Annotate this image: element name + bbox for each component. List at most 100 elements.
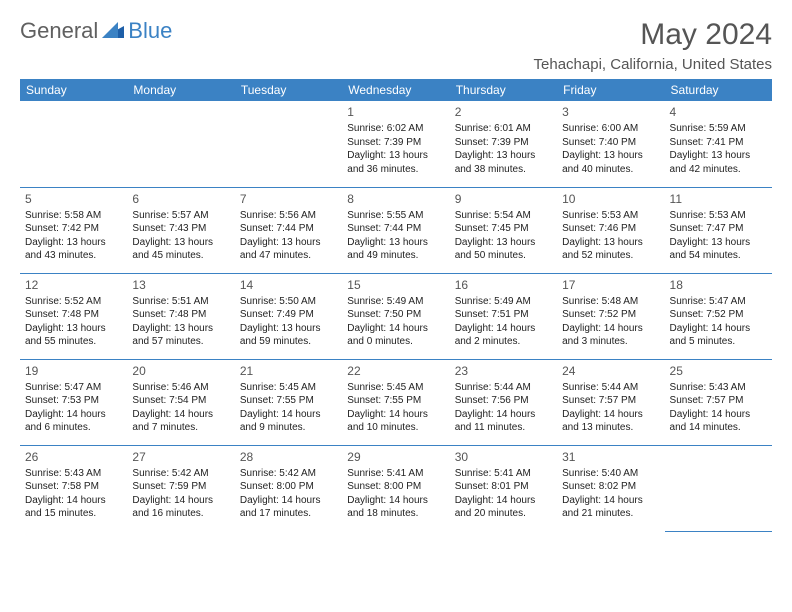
calendar-cell: 2Sunrise: 6:01 AMSunset: 7:39 PMDaylight… [450,101,557,187]
sunrise-text: Sunrise: 6:00 AM [562,122,659,136]
calendar-cell [127,101,234,187]
daylight-text: Daylight: 14 hours and 16 minutes. [132,494,229,521]
day-number: 20 [132,363,229,379]
dayname-thursday: Thursday [450,79,557,101]
daylight-text: Daylight: 14 hours and 2 minutes. [455,322,552,349]
sunrise-text: Sunrise: 5:49 AM [455,295,552,309]
day-number: 31 [562,449,659,465]
sunset-text: Sunset: 7:49 PM [240,308,337,322]
calendar-cell: 21 Sunrise: 5:45 AMSunset: 7:55 PMDayligh… [235,359,342,445]
day-number: 7 [240,191,337,207]
calendar-cell: 27Sunrise: 5:42 AMSunset: 7:59 PMDayligh… [127,445,234,531]
day-number: 16 [455,277,552,293]
sunset-text: Sunset: 7:48 PM [25,308,122,322]
day-number: 23 [455,363,552,379]
sunset-text: Sunset: 8:01 PM [455,480,552,494]
calendar-cell: 9Sunrise: 5:54 AMSunset: 7:45 PMDaylight… [450,187,557,273]
day-number: 12 [25,277,122,293]
sunrise-text: Sunrise: 5:47 AM [25,381,122,395]
calendar-cell: 31 Sunrise: 5:40 AMSunset: 8:02 PMDayligh… [557,445,664,531]
daylight-text: Daylight: 13 hours and 42 minutes. [670,149,767,176]
day-number: 8 [347,191,444,207]
sunset-text: Sunset: 7:46 PM [562,222,659,236]
dayname-saturday: Saturday [665,79,772,101]
daylight-text: Daylight: 14 hours and 0 minutes. [347,322,444,349]
calendar-week: 19Sunrise: 5:47 AMSunset: 7:53 PMDayligh… [20,359,772,445]
calendar-cell: 17Sunrise: 5:48 AMSunset: 7:52 PMDayligh… [557,273,664,359]
calendar-cell: 13Sunrise: 5:51 AMSunset: 7:48 PMDayligh… [127,273,234,359]
daylight-text: Daylight: 14 hours and 18 minutes. [347,494,444,521]
sunrise-text: Sunrise: 5:53 AM [670,209,767,223]
daylight-text: Daylight: 14 hours and 10 minutes. [347,408,444,435]
sunset-text: Sunset: 7:55 PM [240,394,337,408]
sunset-text: Sunset: 7:57 PM [562,394,659,408]
calendar-cell: 11Sunrise: 5:53 AMSunset: 7:47 PMDayligh… [665,187,772,273]
day-number: 13 [132,277,229,293]
sunrise-text: Sunrise: 5:45 AM [240,381,337,395]
sunrise-text: Sunrise: 5:54 AM [455,209,552,223]
day-number: 24 [562,363,659,379]
sunrise-text: Sunrise: 5:56 AM [240,209,337,223]
sunrise-text: Sunrise: 5:40 AM [562,467,659,481]
daylight-text: Daylight: 13 hours and 54 minutes. [670,236,767,263]
daylight-text: Daylight: 14 hours and 15 minutes. [25,494,122,521]
sunrise-text: Sunrise: 5:53 AM [562,209,659,223]
location: Tehachapi, California, United States [534,56,772,73]
daylight-text: Daylight: 14 hours and 20 minutes. [455,494,552,521]
sunrise-text: Sunrise: 5:42 AM [240,467,337,481]
day-number: 21 [240,363,337,379]
calendar-cell: 8Sunrise: 5:55 AMSunset: 7:44 PMDaylight… [342,187,449,273]
sunset-text: Sunset: 7:57 PM [670,394,767,408]
calendar-cell: 4Sunrise: 5:59 AMSunset: 7:41 PMDaylight… [665,101,772,187]
sunset-text: Sunset: 7:52 PM [670,308,767,322]
sunrise-text: Sunrise: 5:45 AM [347,381,444,395]
calendar-week: 12Sunrise: 5:52 AMSunset: 7:48 PMDayligh… [20,273,772,359]
day-number: 2 [455,104,552,120]
logo-text-blue: Blue [128,18,172,44]
calendar-cell [665,445,772,531]
daylight-text: Daylight: 13 hours and 38 minutes. [455,149,552,176]
day-number: 28 [240,449,337,465]
sunset-text: Sunset: 8:00 PM [240,480,337,494]
calendar-cell: 26Sunrise: 5:43 AMSunset: 7:58 PMDayligh… [20,445,127,531]
logo-triangle-icon [102,18,124,44]
day-number: 11 [670,191,767,207]
day-number: 22 [347,363,444,379]
calendar-cell: 5Sunrise: 5:58 AMSunset: 7:42 PMDaylight… [20,187,127,273]
sunrise-text: Sunrise: 5:44 AM [562,381,659,395]
dayname-wednesday: Wednesday [342,79,449,101]
sunset-text: Sunset: 7:52 PM [562,308,659,322]
daylight-text: Daylight: 14 hours and 21 minutes. [562,494,659,521]
daylight-text: Daylight: 14 hours and 7 minutes. [132,408,229,435]
calendar-body: 1Sunrise: 6:02 AMSunset: 7:39 PMDaylight… [20,101,772,531]
day-number: 6 [132,191,229,207]
calendar-cell: 28Sunrise: 5:42 AMSunset: 8:00 PMDayligh… [235,445,342,531]
calendar-cell: 20 Sunrise: 5:46 AMSunset: 7:54 PMDayligh… [127,359,234,445]
calendar-cell: 16Sunrise: 5:49 AMSunset: 7:51 PMDayligh… [450,273,557,359]
sunset-text: Sunset: 7:48 PM [132,308,229,322]
daylight-text: Daylight: 13 hours and 43 minutes. [25,236,122,263]
sunrise-text: Sunrise: 5:42 AM [132,467,229,481]
day-number: 10 [562,191,659,207]
calendar-cell: 25Sunrise: 5:43 AMSunset: 7:57 PMDayligh… [665,359,772,445]
sunset-text: Sunset: 7:55 PM [347,394,444,408]
day-number: 27 [132,449,229,465]
sunrise-text: Sunrise: 5:51 AM [132,295,229,309]
sunset-text: Sunset: 7:53 PM [25,394,122,408]
sunset-text: Sunset: 7:39 PM [455,136,552,150]
calendar-cell: 23Sunrise: 5:44 AMSunset: 7:56 PMDayligh… [450,359,557,445]
dayname-sunday: Sunday [20,79,127,101]
sunset-text: Sunset: 8:02 PM [562,480,659,494]
day-number: 25 [670,363,767,379]
sunrise-text: Sunrise: 5:48 AM [562,295,659,309]
daylight-text: Daylight: 14 hours and 13 minutes. [562,408,659,435]
sunrise-text: Sunrise: 5:44 AM [455,381,552,395]
sunset-text: Sunset: 7:56 PM [455,394,552,408]
day-number: 5 [25,191,122,207]
sunrise-text: Sunrise: 5:46 AM [132,381,229,395]
sunrise-text: Sunrise: 5:57 AM [132,209,229,223]
day-number: 1 [347,104,444,120]
calendar-cell [235,101,342,187]
daylight-text: Daylight: 14 hours and 9 minutes. [240,408,337,435]
sunset-text: Sunset: 7:54 PM [132,394,229,408]
